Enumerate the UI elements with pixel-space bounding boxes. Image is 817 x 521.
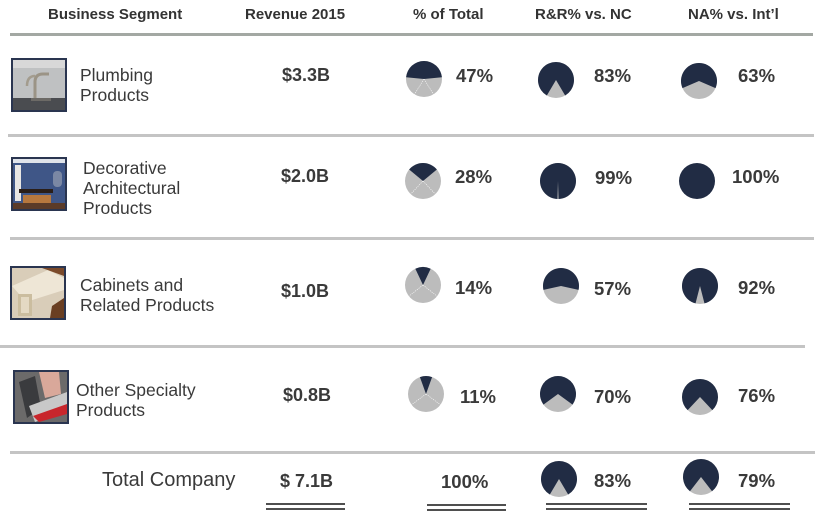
painted-room-photo	[11, 157, 67, 211]
header-rule	[10, 33, 813, 36]
pct-total-label: 11%	[460, 386, 497, 407]
header-revenue-2015: Revenue 2015	[245, 6, 346, 23]
rr-vs-nc-label: 57%	[594, 278, 632, 299]
pie-slice-highlight	[682, 268, 718, 304]
double-underline	[546, 503, 647, 510]
row-divider	[0, 345, 805, 348]
pie-slice-highlight	[538, 62, 574, 96]
pie-segment-divider	[422, 284, 438, 297]
pie-slice-highlight	[415, 267, 431, 285]
pie-na-vs-intl	[679, 163, 715, 199]
pie-segment-divider	[422, 180, 436, 195]
double-underline	[427, 504, 506, 511]
na-vs-intl-label: 100%	[732, 166, 780, 187]
pie-slice-highlight	[409, 163, 437, 181]
rr-vs-nc-label: 70%	[594, 386, 632, 407]
pie-slice-highlight	[679, 163, 715, 199]
pie-segment-divider	[410, 180, 424, 195]
revenue-value: $0.8B	[283, 385, 332, 405]
total-na-vs-intl-label: 79%	[738, 470, 776, 491]
pie-slice-highlight	[540, 376, 576, 405]
pie-slice-highlight	[419, 375, 433, 394]
pie-total-rr-vs-nc	[541, 461, 577, 497]
total-rr-vs-nc-label: 83%	[594, 470, 632, 491]
pie-slice-highlight	[682, 379, 718, 411]
na-vs-intl-label: 92%	[738, 277, 776, 298]
double-underline	[689, 503, 790, 510]
rr-vs-nc-label: 83%	[594, 65, 632, 86]
pct-total-label: 28%	[455, 166, 493, 187]
pie-pct-total	[408, 375, 444, 412]
pie-slice-highlight	[683, 458, 719, 492]
pie-total-na-vs-intl	[683, 458, 719, 495]
pie-slice-highlight	[541, 461, 577, 495]
header-rr-vs-nc: R&R% vs. NC	[535, 6, 632, 23]
revenue-value: $1.0B	[281, 281, 330, 301]
na-vs-intl-label: 76%	[738, 385, 776, 406]
revenue-value: $3.3B	[282, 65, 331, 85]
pie-rr-vs-nc	[540, 376, 576, 412]
revenue-value: $2.0B	[281, 166, 330, 186]
pie-na-vs-intl	[682, 268, 718, 304]
segment-name: Decorative Architectural Products	[83, 158, 181, 218]
pie-rr-vs-nc	[543, 268, 579, 304]
header-business-segment: Business Segment	[48, 6, 183, 23]
pie-slice-highlight	[543, 268, 579, 290]
row-divider	[10, 237, 814, 240]
pie-segment-divider	[423, 78, 434, 95]
pie-na-vs-intl	[681, 63, 717, 99]
total-pct-total-label: 100%	[441, 471, 489, 492]
pie-na-vs-intl	[682, 379, 718, 415]
pie-segment-divider	[425, 393, 441, 405]
pie-rr-vs-nc	[538, 62, 574, 98]
total-revenue-value: $ 7.1B	[280, 471, 334, 491]
pct-total-label: 47%	[456, 65, 494, 86]
pie-pct-total	[405, 163, 441, 199]
cabinet-molding-photo	[10, 266, 66, 320]
rr-vs-nc-label: 99%	[595, 167, 633, 188]
segment-name: Other Specialty Products	[76, 380, 196, 420]
row-divider	[8, 134, 814, 137]
staple-gun-photo	[13, 370, 69, 424]
header-pct-of-total: % of Total	[413, 6, 484, 23]
pie-slice-highlight	[540, 162, 576, 199]
pie-slice-highlight	[406, 60, 442, 79]
pie-pct-total	[405, 267, 441, 303]
segment-name: Cabinets and Related Products	[80, 275, 215, 315]
segment-name: Plumbing Products	[80, 65, 153, 105]
faucet-photo	[11, 58, 67, 112]
header-na-vs-intl: NA% vs. Int’l	[688, 6, 779, 23]
total-company-label: Total Company	[102, 469, 236, 491]
double-underline	[266, 503, 345, 510]
pie-slice-highlight	[681, 63, 717, 89]
pie-rr-vs-nc	[540, 162, 576, 199]
pie-segment-divider	[414, 78, 425, 95]
pie-segment-divider	[408, 284, 424, 297]
na-vs-intl-label: 63%	[738, 65, 776, 86]
pie-segment-divider	[411, 393, 427, 405]
row-divider	[10, 451, 815, 454]
pie-pct-total	[406, 60, 442, 97]
pct-total-label: 14%	[455, 277, 493, 298]
